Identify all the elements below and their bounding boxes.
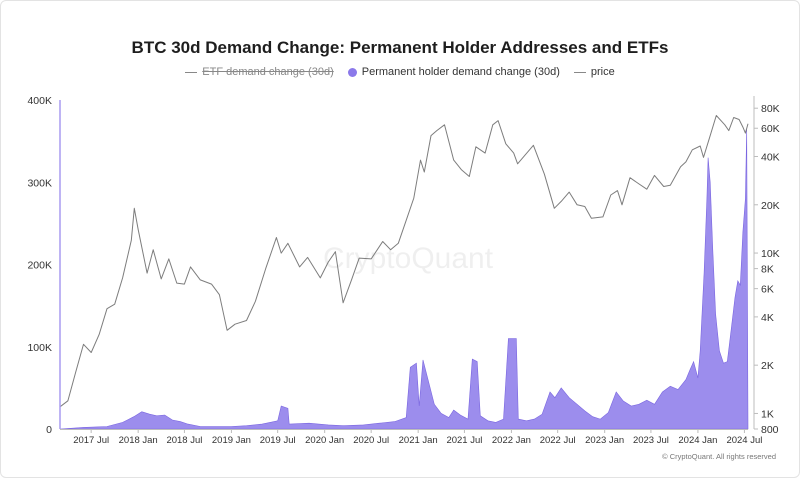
right-tick-label: 800: [761, 424, 779, 436]
right-axis-ticks: 800 1K 2K 4K 6K 8K 10K 20K 40K 60K 80K: [754, 103, 780, 436]
legend-item-price[interactable]: price: [573, 66, 615, 78]
legend-item-permanent-holder[interactable]: Permanent holder demand change (30d): [347, 66, 560, 78]
x-tick-label: 2023 Jan: [585, 435, 624, 446]
x-tick-label: 2020 Jan: [305, 435, 344, 446]
chart-title: BTC 30d Demand Change: Permanent Holder …: [131, 38, 669, 57]
right-tick-label: 4K: [761, 312, 774, 324]
right-tick-label: 1K: [761, 408, 774, 420]
permanent-holder-area: [59, 128, 749, 430]
x-tick-label: 2017 Jul: [73, 435, 109, 446]
x-axis-ticks: 2017 Jul 2018 Jan 2018 Jul 2019 Jan 2019 Jul…: [73, 429, 762, 446]
legend-line-swatch: [185, 71, 198, 73]
legend-dot-swatch: [347, 67, 357, 77]
left-tick-label: 200K: [27, 260, 52, 272]
axes-group: [59, 96, 755, 430]
x-tick-label: 2023 Jul: [633, 435, 669, 446]
left-tick-label: 300K: [27, 177, 52, 189]
legend-item-etf-demand[interactable]: ETF demand change (30d): [185, 66, 334, 78]
right-tick-label: 2K: [761, 360, 774, 372]
copyright-credit: © CryptoQuant. All rights reserved: [662, 452, 776, 461]
left-tick-label: 400K: [27, 95, 52, 107]
watermark-text: CryptoQuant: [323, 242, 494, 275]
x-tick-label: 2021 Jul: [446, 435, 482, 446]
right-tick-label: 60K: [761, 123, 780, 135]
left-axis-ticks: 0 100K 200K 300K 400K: [27, 95, 52, 436]
left-tick-label: 0: [46, 424, 52, 436]
price-line-group: [59, 115, 749, 408]
legend-line-swatch: [573, 71, 586, 73]
right-tick-label: 80K: [761, 103, 780, 115]
legend-label-etf-demand: ETF demand change (30d): [202, 66, 334, 78]
x-tick-label: 2020 Jul: [353, 435, 389, 446]
right-tick-label: 6K: [761, 284, 774, 296]
permanent-holder-area-group: [59, 128, 749, 430]
legend-label-permanent-holder: Permanent holder demand change (30d): [361, 66, 560, 78]
left-tick-label: 100K: [27, 342, 52, 354]
x-tick-label: 2019 Jul: [260, 435, 296, 446]
chart-legend: ETF demand change (30d) Permanent holder…: [0, 66, 800, 78]
x-tick-label: 2021 Jan: [399, 435, 438, 446]
right-tick-label: 40K: [761, 151, 780, 163]
right-tick-label: 8K: [761, 264, 774, 276]
legend-label-price: price: [590, 66, 615, 78]
x-tick-label: 2022 Jan: [492, 435, 531, 446]
price-line: [59, 115, 749, 408]
x-tick-label: 2024 Jan: [678, 435, 717, 446]
x-tick-label: 2018 Jul: [166, 435, 202, 446]
right-tick-label: 10K: [761, 248, 780, 260]
x-tick-label: 2019 Jan: [212, 435, 251, 446]
x-tick-label: 2018 Jan: [119, 435, 158, 446]
watermark: CryptoQuant: [323, 242, 494, 275]
x-tick-label: 2024 Jul: [726, 435, 762, 446]
x-tick-label: 2022 Jul: [540, 435, 576, 446]
right-tick-label: 20K: [761, 200, 780, 212]
